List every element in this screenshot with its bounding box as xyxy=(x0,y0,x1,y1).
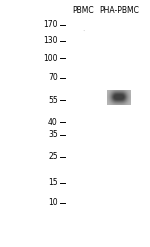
Text: PHA-PBMC: PHA-PBMC xyxy=(99,6,139,15)
Text: 170: 170 xyxy=(43,20,58,29)
Text: 10: 10 xyxy=(48,198,58,207)
Text: 100: 100 xyxy=(43,54,58,62)
Text: PBMC: PBMC xyxy=(72,6,94,15)
Text: 55: 55 xyxy=(48,96,58,104)
Text: 35: 35 xyxy=(48,130,58,139)
Text: 25: 25 xyxy=(48,152,58,161)
Text: 130: 130 xyxy=(43,36,58,45)
Text: •: • xyxy=(82,30,84,34)
Text: 70: 70 xyxy=(48,73,58,82)
Text: 40: 40 xyxy=(48,118,58,127)
Text: 15: 15 xyxy=(48,178,58,187)
